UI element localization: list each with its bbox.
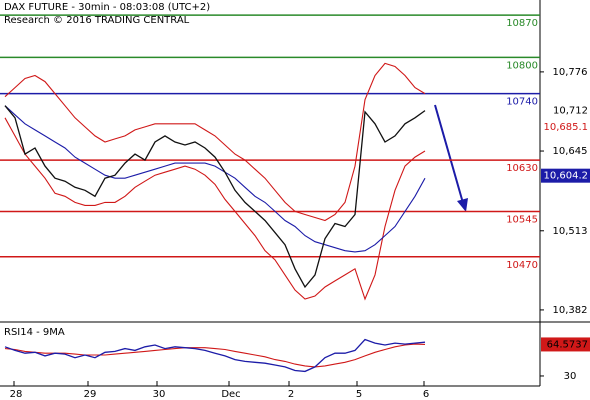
series-line [4, 62, 426, 222]
y-tick-label: 10,776 [553, 67, 588, 78]
level-label: 10545 [506, 214, 538, 225]
x-tick-label: 30 [153, 389, 166, 400]
price-badge [541, 103, 590, 118]
y-tick-label: 10,513 [553, 226, 588, 237]
series-line [4, 338, 426, 373]
x-tick-label: 6 [423, 389, 429, 400]
chart-subtitle: Research © 2016 TRADING CENTRAL [4, 15, 190, 26]
x-tick-label: 29 [84, 389, 97, 400]
y-tick-label: 10,645 [553, 146, 588, 157]
x-tick-label: 2 [288, 389, 294, 400]
level-label: 10740 [506, 97, 538, 108]
forecast-arrow [434, 104, 464, 204]
price-badge-label: 10,712 [553, 106, 588, 117]
x-tick-label: 5 [356, 389, 362, 400]
series-line [4, 343, 426, 368]
price-badge [541, 337, 590, 352]
rsi-title: RSI14 - 9MA [4, 327, 65, 338]
level-label: 10630 [506, 163, 538, 174]
price-badge-label: 10,685.1 [543, 122, 588, 133]
x-tick-label: 28 [10, 389, 23, 400]
y-tick-label: 10,382 [553, 305, 588, 316]
level-label: 10800 [506, 60, 538, 71]
chart-title: DAX FUTURE - 30min - 08:03:08 (UTC+2) [4, 2, 210, 13]
price-badge-label: 64.5737 [547, 339, 588, 350]
price-badge-label: 10,604.2 [543, 171, 588, 182]
y-tick-label: 30 [564, 371, 577, 382]
price-badge [541, 119, 590, 134]
level-label: 10870 [506, 18, 538, 29]
series-line [4, 117, 426, 301]
forecast-arrowhead [457, 198, 468, 212]
series-line [4, 105, 426, 253]
series-line [4, 105, 426, 289]
level-label: 10470 [506, 260, 538, 271]
price-badge [541, 168, 590, 183]
x-tick-label: Dec [221, 389, 240, 400]
